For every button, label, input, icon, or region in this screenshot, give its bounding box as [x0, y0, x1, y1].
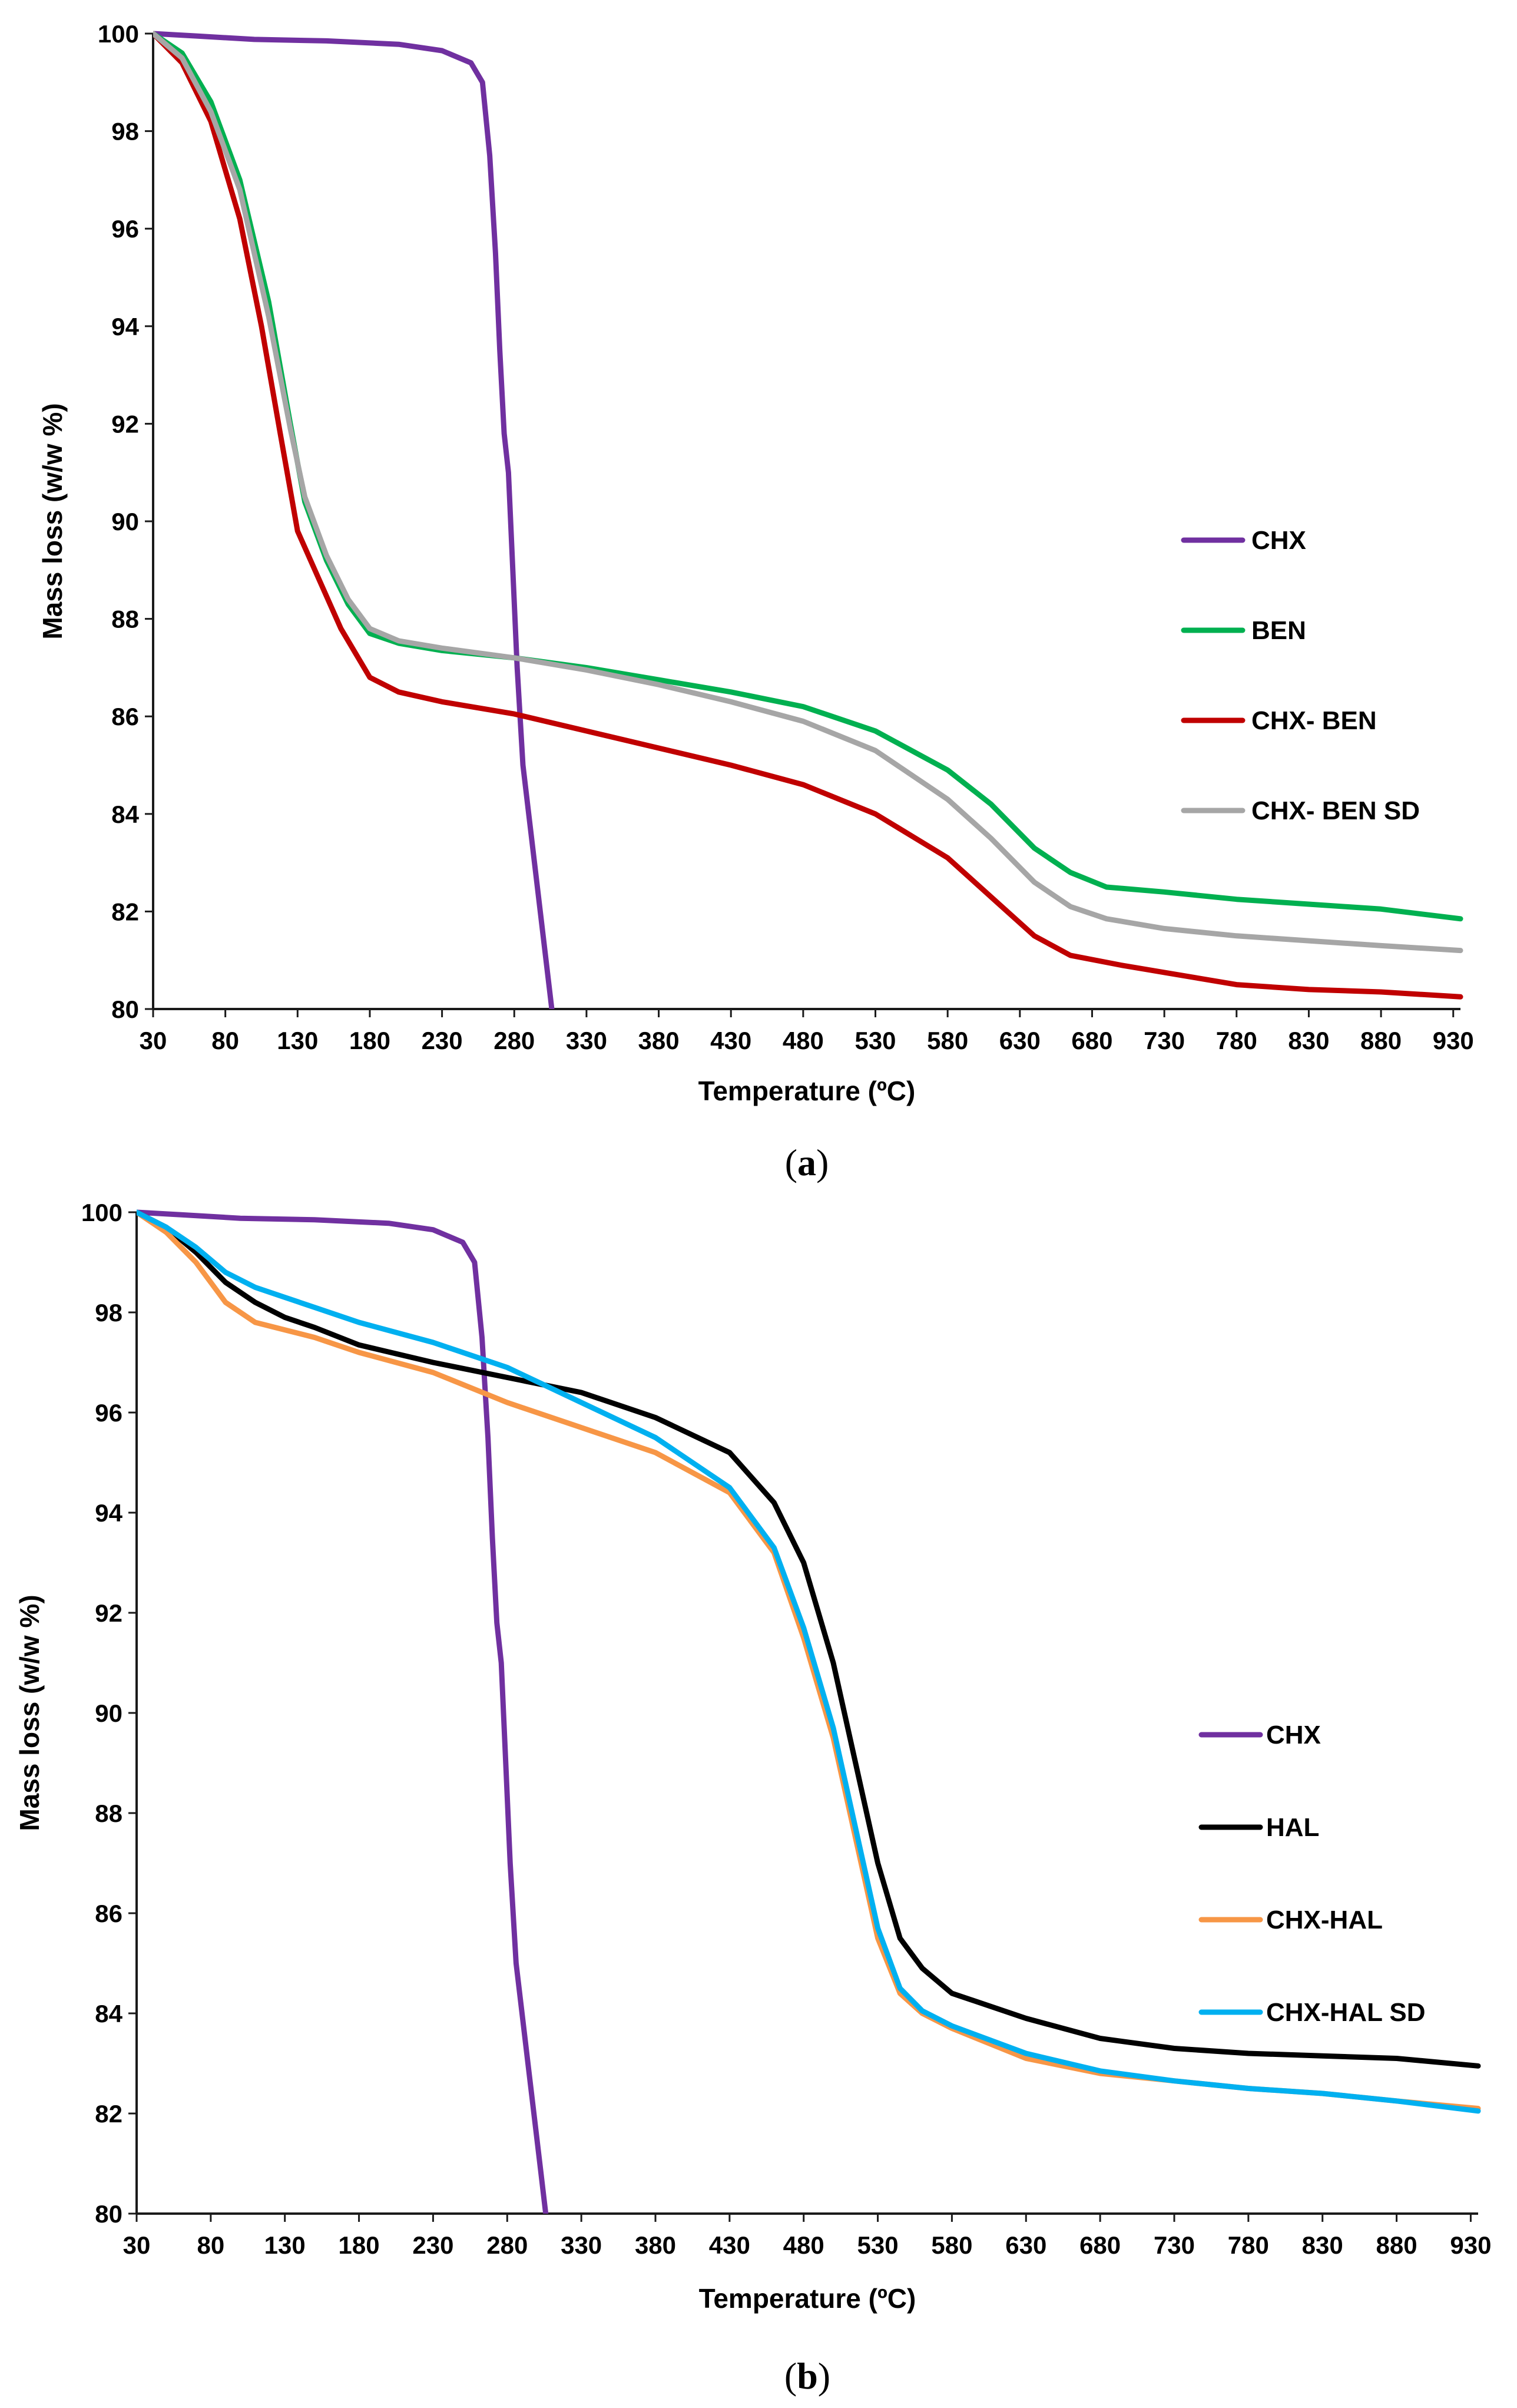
series-line-chx	[137, 1209, 549, 2214]
x-axis-title: Temperature (ºC)	[699, 2283, 916, 2314]
y-tick-label: 82	[111, 898, 139, 925]
legend-label: CHX- BEN	[1251, 706, 1377, 735]
y-tick-label: 98	[111, 118, 139, 145]
x-tick-label: 30	[140, 1027, 167, 1054]
x-tick-label: 830	[1288, 1027, 1329, 1054]
y-tick-label: 92	[95, 1599, 122, 1627]
legend-label: CHX	[1251, 526, 1306, 555]
x-tick-label: 280	[493, 1027, 535, 1054]
x-tick-label: 230	[412, 2231, 453, 2259]
series-line-hal	[137, 1209, 1481, 2069]
x-tick-label: 530	[854, 1027, 896, 1054]
x-tick-label: 330	[566, 1027, 607, 1054]
y-tick-label: 96	[111, 215, 139, 243]
x-tick-label: 880	[1360, 1027, 1402, 1054]
x-tick-label: 180	[349, 1027, 390, 1054]
y-tick-label: 80	[95, 2200, 122, 2228]
legend-label: CHX	[1266, 1721, 1321, 1749]
y-tick-label: 98	[95, 1299, 122, 1327]
x-tick-label: 680	[1079, 2231, 1121, 2259]
panel-label: (a)	[785, 1142, 829, 1183]
y-tick-label: 86	[95, 1900, 122, 1927]
series-line-chx-ben-sd	[153, 31, 1463, 954]
x-tick-label: 780	[1216, 1027, 1257, 1054]
legend-label: CHX- BEN SD	[1251, 796, 1420, 825]
series-line-chx-ben	[153, 31, 1463, 1000]
x-tick-label: 180	[339, 2231, 380, 2259]
y-tick-label: 94	[111, 313, 139, 340]
legend-label: CHX-HAL	[1266, 1906, 1383, 1934]
x-tick-label: 80	[197, 2231, 224, 2259]
legend-label: HAL	[1266, 1813, 1319, 1842]
y-tick-label: 94	[95, 1499, 122, 1527]
series-group	[137, 1209, 1481, 2214]
x-tick-label: 480	[783, 1027, 824, 1054]
y-tick-label: 84	[111, 801, 139, 828]
x-tick-label: 580	[931, 2231, 972, 2259]
y-tick-label: 86	[111, 703, 139, 730]
x-tick-label: 830	[1302, 2231, 1343, 2259]
y-tick-label: 82	[95, 2100, 122, 2128]
series-group	[153, 31, 1463, 1009]
x-tick-label: 380	[635, 2231, 676, 2259]
x-tick-label: 430	[710, 1027, 751, 1054]
panel-label: (b)	[784, 2355, 830, 2397]
x-tick-label: 130	[264, 2231, 306, 2259]
y-tick-label: 88	[95, 1800, 122, 1827]
x-tick-label: 780	[1228, 2231, 1269, 2259]
legend-label: BEN	[1251, 616, 1306, 645]
x-tick-label: 230	[422, 1027, 463, 1054]
y-tick-label: 100	[98, 20, 139, 48]
x-tick-label: 130	[277, 1027, 318, 1054]
x-tick-label: 630	[1005, 2231, 1046, 2259]
x-axis-title: Temperature (ºC)	[698, 1076, 916, 1106]
y-tick-label: 90	[111, 508, 139, 535]
x-tick-label: 280	[486, 2231, 528, 2259]
x-tick-label: 680	[1071, 1027, 1112, 1054]
x-tick-label: 930	[1450, 2231, 1491, 2259]
y-tick-label: 90	[95, 1699, 122, 1727]
x-tick-label: 330	[561, 2231, 602, 2259]
x-tick-label: 730	[1144, 1027, 1185, 1054]
x-tick-label: 880	[1376, 2231, 1417, 2259]
x-tick-label: 930	[1433, 1027, 1474, 1054]
x-tick-label: 580	[927, 1027, 968, 1054]
y-tick-label: 100	[81, 1199, 122, 1226]
x-tick-label: 380	[638, 1027, 680, 1054]
x-tick-label: 430	[709, 2231, 750, 2259]
x-tick-label: 730	[1154, 2231, 1195, 2259]
y-tick-label: 80	[111, 995, 139, 1023]
y-axis-title: Mass loss (w/w %)	[37, 403, 68, 639]
y-axis-title: Mass loss (w/w %)	[14, 1595, 45, 1831]
series-line-chx-hal-sd	[137, 1209, 1481, 2114]
y-tick-label: 92	[111, 410, 139, 438]
y-tick-label: 88	[111, 606, 139, 633]
legend-label: CHX-HAL SD	[1266, 1998, 1426, 2027]
x-tick-label: 480	[783, 2231, 824, 2259]
y-tick-label: 84	[95, 2000, 122, 2027]
x-tick-label: 530	[857, 2231, 899, 2259]
x-tick-label: 30	[123, 2231, 151, 2259]
y-tick-label: 96	[95, 1399, 122, 1427]
series-line-chx	[153, 31, 555, 1009]
series-line-chx-hal	[137, 1209, 1481, 2111]
x-tick-label: 630	[999, 1027, 1041, 1054]
x-tick-label: 80	[211, 1027, 239, 1054]
